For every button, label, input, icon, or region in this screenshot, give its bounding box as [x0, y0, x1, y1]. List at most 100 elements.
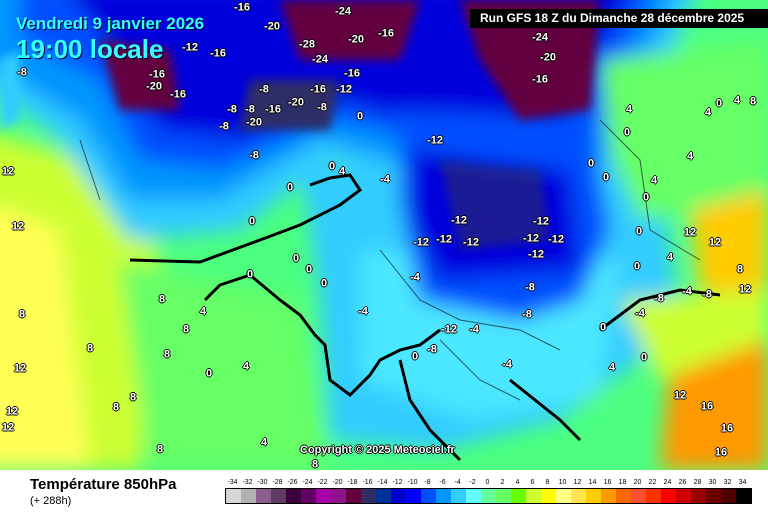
- isotherm-label: -8: [525, 281, 535, 294]
- scale-tick: 24: [663, 479, 672, 486]
- scale-tick: -30: [257, 479, 268, 486]
- scale-tick: -24: [302, 479, 313, 486]
- isotherm-label: -4: [635, 307, 645, 320]
- isotherm-label: 8: [158, 293, 166, 306]
- scale-color-box: [691, 489, 706, 503]
- scale-color-box: [496, 489, 511, 503]
- scale-tick: 2: [500, 479, 505, 486]
- isotherm-label: 0: [248, 215, 256, 228]
- temperature-map[interactable]: -16 -24 -20 -12 -16 -28 -20 -16 -24 -24 -20 -16 -8 -1…: [0, 0, 768, 470]
- isotherm-label: 8: [156, 443, 164, 456]
- isotherm-label: 0: [328, 160, 336, 173]
- scale-tick: -20: [332, 479, 343, 486]
- isotherm-label: -16: [344, 67, 360, 80]
- isotherm-label: 0: [623, 126, 631, 139]
- isotherm-label: -20: [288, 96, 304, 109]
- scale-color-box: [466, 489, 481, 503]
- isotherm-label: -20: [264, 20, 280, 33]
- isotherm-label: 8: [86, 342, 94, 355]
- isotherm-label: 4: [704, 106, 712, 119]
- isotherm-label: 0: [205, 367, 213, 380]
- scale-color-box: [526, 489, 541, 503]
- scale-tick: 28: [693, 479, 702, 486]
- isotherm-label: -20: [348, 33, 364, 46]
- scale-tick: -4: [454, 479, 461, 486]
- isotherm-label: -8: [227, 103, 237, 116]
- isotherm-label: 0: [602, 171, 610, 184]
- scale-color-box: [736, 489, 751, 503]
- isotherm-label: 0: [320, 277, 328, 290]
- isotherm-label: 4: [686, 150, 694, 163]
- scale-color-box: [376, 489, 391, 503]
- isotherm-label: 8: [129, 391, 137, 404]
- isotherm-label: 16: [720, 422, 734, 435]
- scale-color-box: [241, 489, 256, 503]
- isotherm-label: 0: [640, 351, 648, 364]
- isotherm-label: -12: [436, 233, 452, 246]
- scale-color-box: [706, 489, 721, 503]
- isotherm-label: -8: [245, 103, 255, 116]
- isotherm-label: 12: [1, 421, 15, 434]
- isotherm-label: -12: [441, 323, 457, 336]
- isotherm-label: -12: [523, 232, 539, 245]
- isotherm-label: -8: [702, 288, 712, 301]
- legend-title: Température 850hPa: [30, 476, 177, 493]
- isotherm-label: 0: [633, 260, 641, 273]
- scale-color-box: [226, 489, 241, 503]
- legend-subtitle: (+ 288h): [30, 495, 72, 507]
- scale-color-box: [451, 489, 466, 503]
- isotherm-label: 12: [673, 389, 687, 402]
- scale-color-box: [271, 489, 286, 503]
- isotherm-label: 4: [650, 174, 658, 187]
- scale-color-box: [481, 489, 496, 503]
- scale-tick: -16: [362, 479, 373, 486]
- isotherm-label: 0: [305, 263, 313, 276]
- isotherm-label: -4: [682, 285, 692, 298]
- isotherm-label: 4: [199, 305, 207, 318]
- isotherm-label: -4: [469, 323, 479, 336]
- isotherm-label: 4: [608, 361, 616, 374]
- isotherm-label: 12: [1, 165, 15, 178]
- isotherm-label: -12: [548, 233, 564, 246]
- scale-tick: -26: [287, 479, 298, 486]
- isotherm-label: 0: [587, 157, 595, 170]
- isotherm-label: -16: [149, 68, 165, 81]
- scale-color-box: [391, 489, 406, 503]
- scale-color-box: [301, 489, 316, 503]
- isotherm-label: -4: [410, 271, 420, 284]
- scale-color-box: [361, 489, 376, 503]
- isotherm-label: -8: [249, 149, 259, 162]
- isotherm-label: 16: [700, 400, 714, 413]
- isotherm-label: -12: [413, 236, 429, 249]
- isotherm-label: -4: [358, 305, 368, 318]
- isotherm-label: -16: [265, 103, 281, 116]
- scale-color-box: [676, 489, 691, 503]
- isotherm-label: -4: [380, 173, 390, 186]
- isotherm-label: -12: [533, 215, 549, 228]
- legend-footer: Température 850hPa (+ 288h) -34 -32 -30 -28…: [0, 470, 768, 512]
- scale-tick: -8: [424, 479, 431, 486]
- isotherm-label: -24: [312, 53, 328, 66]
- isotherm-label: 4: [242, 360, 250, 373]
- scale-tick: 26: [678, 479, 687, 486]
- isotherm-label: -28: [299, 38, 315, 51]
- isotherm-label: -12: [182, 41, 198, 54]
- copyright: Copyright © 2025 Meteociel.fr: [300, 444, 455, 456]
- isotherm-label: -8: [427, 343, 437, 356]
- scale-tick: 22: [648, 479, 657, 486]
- scale-color-box: [421, 489, 436, 503]
- scale-color-box: [721, 489, 736, 503]
- isotherm-label: 0: [356, 110, 364, 123]
- isotherm-label: -8: [522, 308, 532, 321]
- isotherm-label: -16: [234, 1, 250, 14]
- forecast-date: Vendredi 9 janvier 2026: [16, 14, 205, 33]
- temperature-field: [0, 0, 768, 470]
- scale-tick: -6: [439, 479, 446, 486]
- scale-color-box: [571, 489, 586, 503]
- scale-tick: -18: [347, 479, 358, 486]
- isotherm-label: -16: [210, 47, 226, 60]
- scale-color-box: [331, 489, 346, 503]
- scale-color-box: [601, 489, 616, 503]
- scale-color-box: [586, 489, 601, 503]
- scale-color-box: [616, 489, 631, 503]
